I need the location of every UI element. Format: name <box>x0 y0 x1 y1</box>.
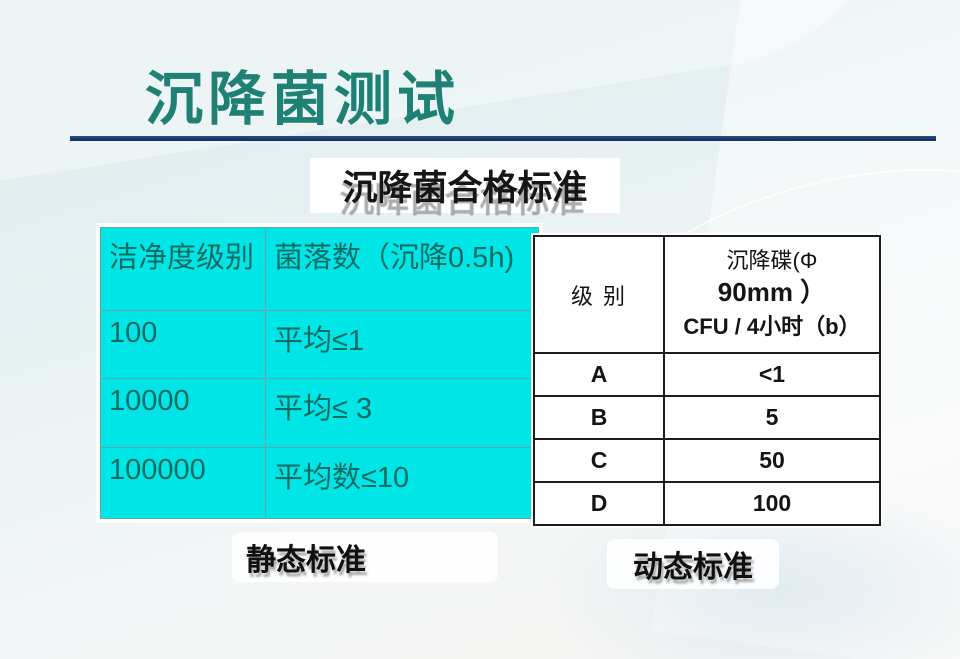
subtitle-text: 沉降菌合格标准 <box>342 169 588 208</box>
table-row: B 5 <box>533 395 881 440</box>
dynamic-header-grade-label: 级 别 <box>570 283 628 309</box>
table-header-row: 级 别 沉降碟(Φ 90mm ） CFU / 4小时（b） <box>533 235 881 354</box>
static-cell-limit: 平均数≤10 <box>265 447 539 519</box>
dynamic-cell-grade: B <box>533 395 665 440</box>
static-cell-level: 100000 <box>100 447 266 519</box>
table-row: 100000 平均数≤10 <box>100 447 539 519</box>
dynamic-standard-table: 级 别 沉降碟(Φ 90mm ） CFU / 4小时（b） A <1 B 5 C… <box>533 235 881 526</box>
settle-plate-line2: 90mm ） <box>717 276 827 307</box>
settle-plate-line3: CFU / 4小时（b） <box>683 313 861 339</box>
dynamic-header-settle-plate: 沉降碟(Φ 90mm ） CFU / 4小时（b） <box>663 235 881 354</box>
dynamic-cell-limit: 5 <box>663 395 881 440</box>
static-cell-limit: 平均≤1 <box>265 310 539 379</box>
static-standard-caption: 静态标准 <box>232 532 498 582</box>
dynamic-header-grade: 级 别 <box>533 235 665 354</box>
subtitle-box: 沉降菌合格标准 <box>310 158 620 213</box>
static-standard-caption-text: 静态标准 <box>246 544 366 577</box>
dynamic-standard-table-container: 级 别 沉降碟(Φ 90mm ） CFU / 4小时（b） A <1 B 5 C… <box>531 233 883 528</box>
settle-plate-line1: 沉降碟(Φ <box>726 248 818 274</box>
title-underline-rule <box>70 136 936 141</box>
dynamic-standard-caption-text: 动态标准 <box>633 551 753 584</box>
static-cell-limit: 平均≤ 3 <box>265 378 539 448</box>
static-standard-table-container: 洁净度级别 菌落数（沉降0.5h) 100 平均≤1 10000 平均≤ 3 1… <box>97 224 542 522</box>
dynamic-cell-limit: <1 <box>663 352 881 397</box>
dynamic-cell-limit: 50 <box>663 438 881 483</box>
table-row: C 50 <box>533 438 881 483</box>
table-row: 100 平均≤1 <box>100 310 539 379</box>
table-row: A <1 <box>533 352 881 397</box>
table-header-row: 洁净度级别 菌落数（沉降0.5h) <box>100 227 539 311</box>
table-row: D 100 <box>533 481 881 526</box>
dynamic-cell-limit: 100 <box>663 481 881 526</box>
dynamic-cell-grade: C <box>533 438 665 483</box>
static-cell-level: 100 <box>100 310 266 379</box>
page-title: 沉降菌测试 <box>145 67 461 132</box>
dynamic-cell-grade: A <box>533 352 665 397</box>
table-row: 10000 平均≤ 3 <box>100 378 539 448</box>
dynamic-standard-caption: 动态标准 <box>607 539 779 589</box>
static-header-cleanliness-level: 洁净度级别 <box>100 227 266 311</box>
static-cell-level: 10000 <box>100 378 266 448</box>
static-header-colony-count: 菌落数（沉降0.5h) <box>265 227 539 311</box>
static-standard-table: 洁净度级别 菌落数（沉降0.5h) 100 平均≤1 10000 平均≤ 3 1… <box>100 227 539 519</box>
dynamic-cell-grade: D <box>533 481 665 526</box>
